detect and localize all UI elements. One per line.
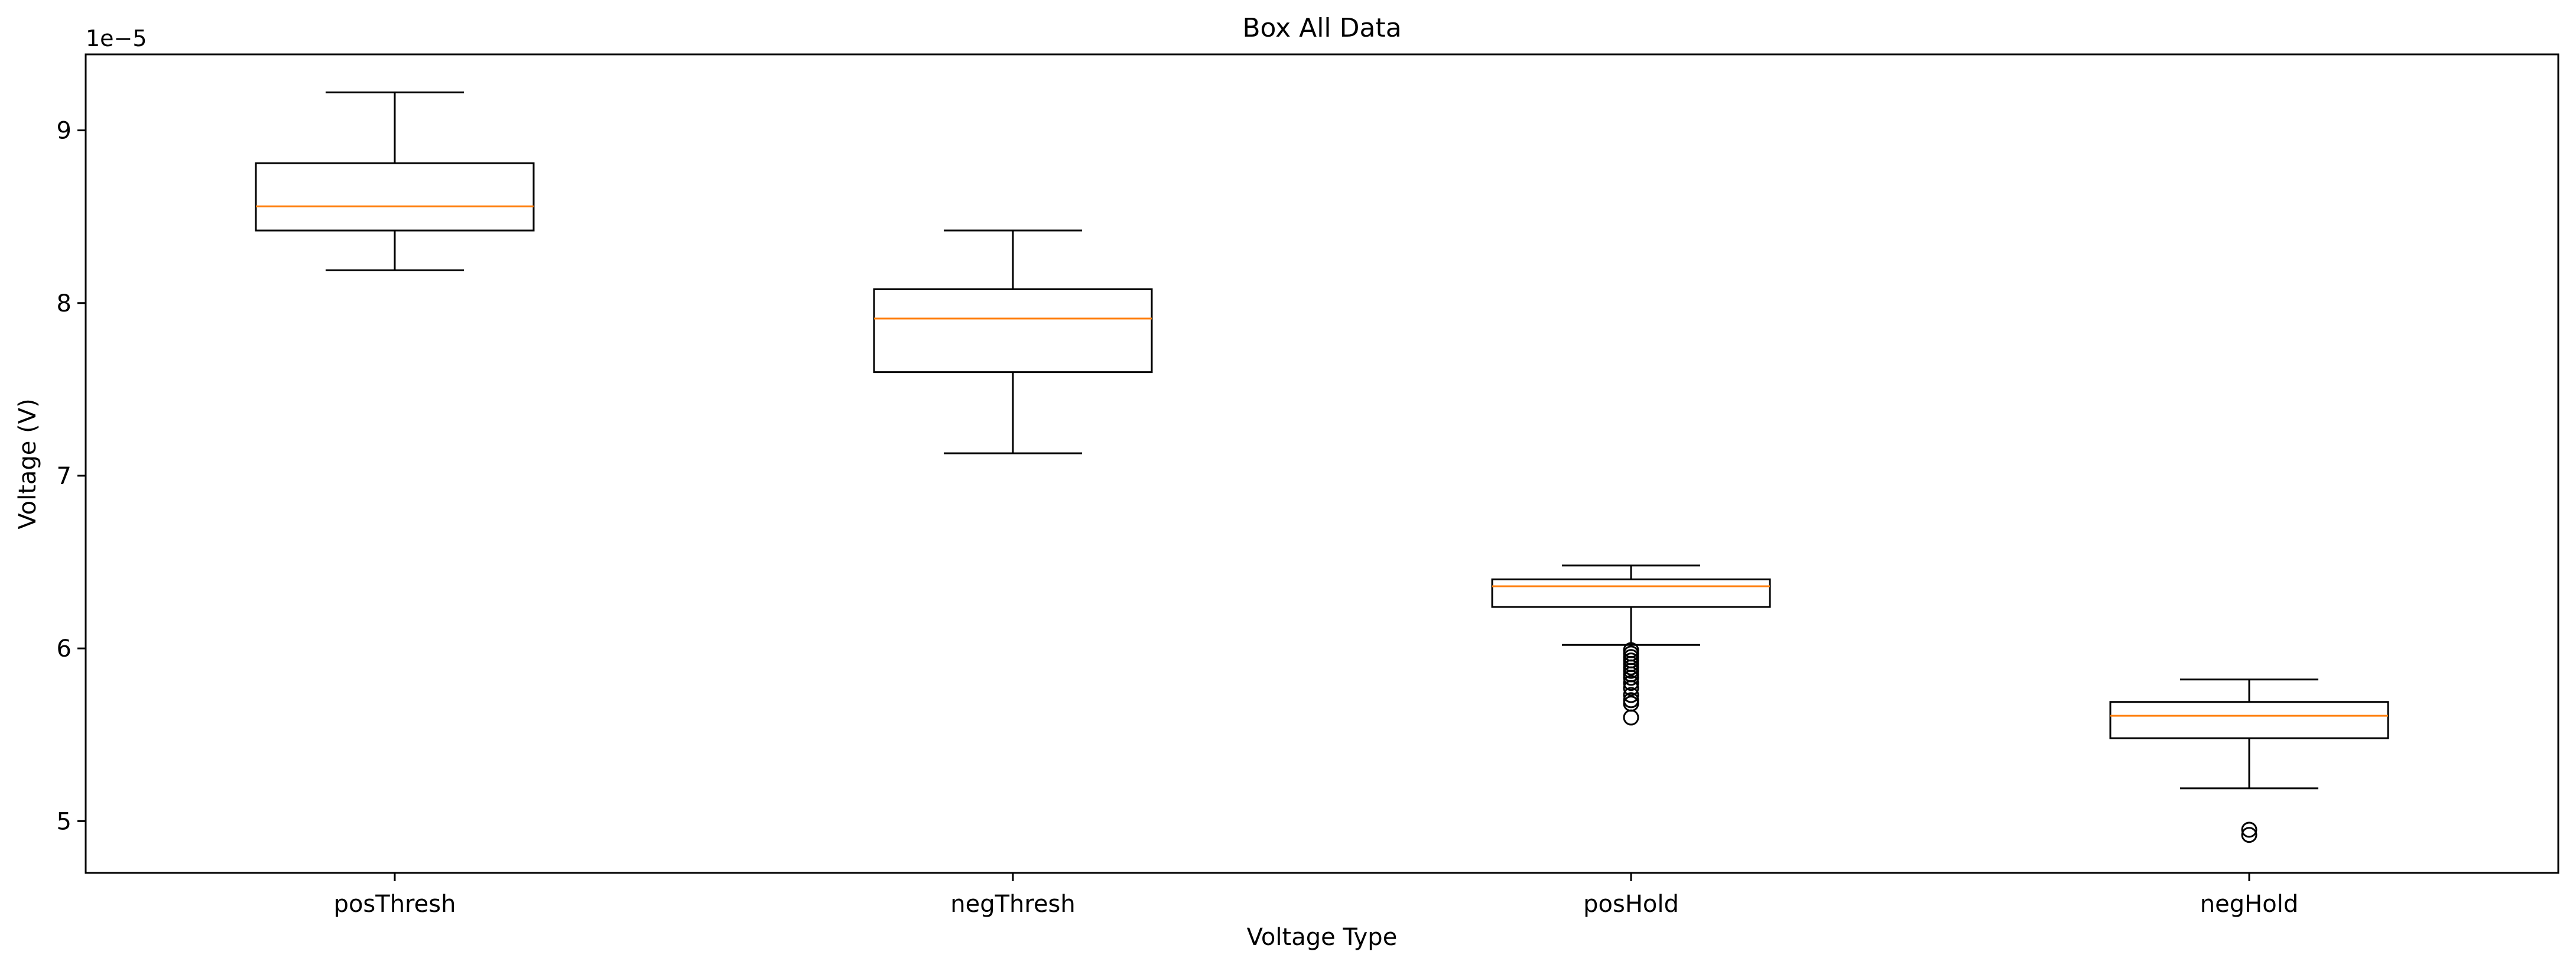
outlier-point xyxy=(2241,821,2257,838)
box-iqr xyxy=(255,162,535,232)
y-axis-label: Voltage (V) xyxy=(14,398,41,529)
outlier-point xyxy=(1623,680,1639,696)
x-tick-label: posHold xyxy=(1583,891,1679,918)
outlier-point xyxy=(2241,827,2257,843)
y-tick-label: 9 xyxy=(57,118,72,145)
y-tick-label: 6 xyxy=(57,635,72,663)
y-tick-label: 5 xyxy=(57,808,72,835)
y-axis-offset-label: 1e−5 xyxy=(86,25,147,51)
y-tick-label: 8 xyxy=(57,290,72,317)
plot-area: 5 6 7 8 9 posThresh negThresh posHold negHold xyxy=(57,91,2389,918)
outlier-point xyxy=(1623,687,1639,703)
x-tick-label: negHold xyxy=(2200,891,2298,918)
plot-frame xyxy=(85,53,2559,874)
box-iqr xyxy=(873,288,1153,374)
outlier-point xyxy=(1623,675,1639,691)
outlier-point xyxy=(1623,709,1639,726)
y-tick-label: 7 xyxy=(57,463,72,490)
x-axis-label: Voltage Type xyxy=(1247,924,1398,951)
box-iqr xyxy=(2109,701,2389,739)
box-iqr xyxy=(1491,578,1771,608)
x-tick-label: posThresh xyxy=(334,891,456,918)
x-tick-label: negThresh xyxy=(950,891,1076,918)
outlier-point xyxy=(1623,670,1639,686)
chart-title: Box All Data xyxy=(1242,13,1401,43)
